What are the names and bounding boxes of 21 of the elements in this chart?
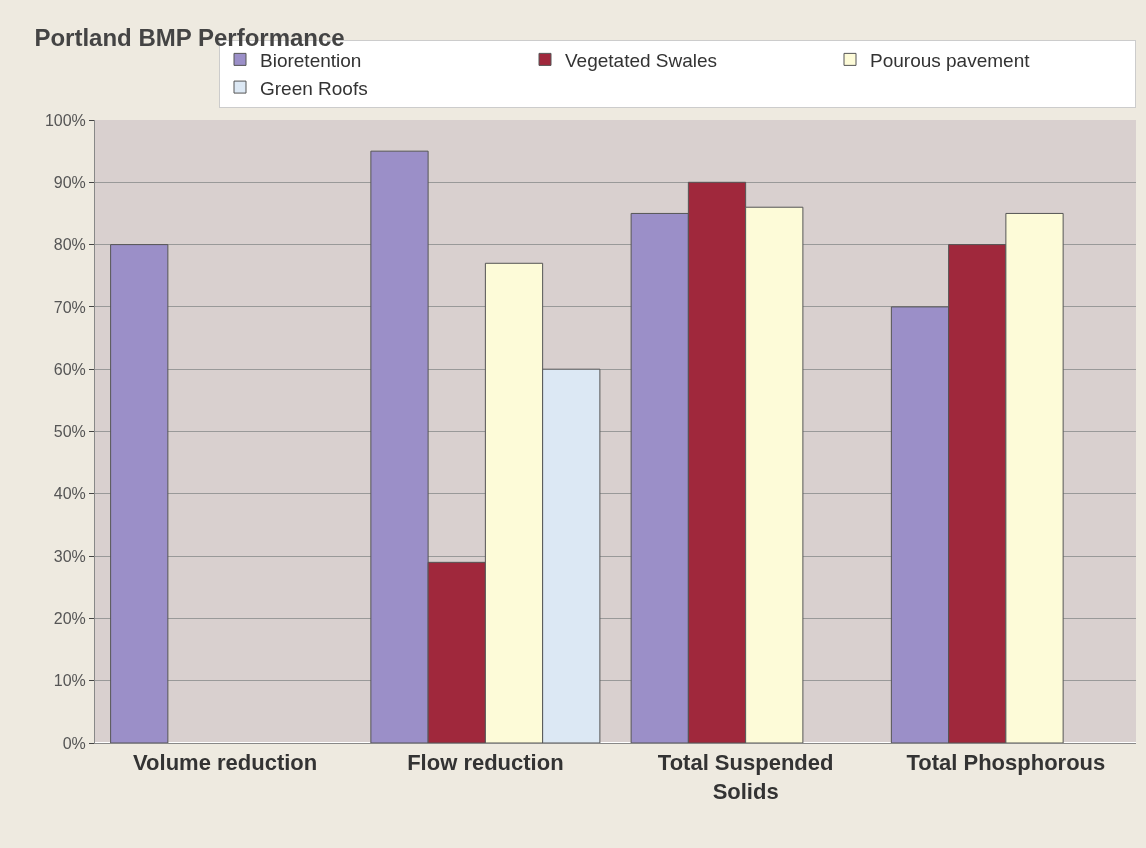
legend-label: Bioretention <box>260 49 362 71</box>
x-tick-label: Total Phosphorous <box>906 750 1106 776</box>
bar <box>110 244 169 743</box>
legend-label: Vegetated Swales <box>565 49 718 71</box>
y-tick-label: 30% <box>53 547 86 565</box>
y-tick-label: 60% <box>53 360 86 378</box>
y-tick-label: 80% <box>53 236 86 254</box>
y-tick-label: 50% <box>53 423 86 441</box>
legend-label: Pourous pavement <box>870 49 1031 71</box>
y-tick-label: 20% <box>53 610 86 627</box>
x-tick-label: Total Suspended Solids <box>657 750 834 804</box>
y-tick-label: 10% <box>53 672 86 690</box>
y-tick-label: 40% <box>53 485 86 503</box>
x-tick-label: Flow reduction <box>407 750 564 776</box>
y-tick-label: 100% <box>44 111 86 129</box>
legend-label: Green Roofs <box>260 77 368 99</box>
y-tick-label: 70% <box>53 298 86 316</box>
chart-title: Portland BMP Performance <box>34 24 345 52</box>
x-tick-label: Volume reduction <box>133 750 318 776</box>
y-tick-label: 90% <box>53 173 86 191</box>
y-tick-label: 0% <box>62 734 86 752</box>
